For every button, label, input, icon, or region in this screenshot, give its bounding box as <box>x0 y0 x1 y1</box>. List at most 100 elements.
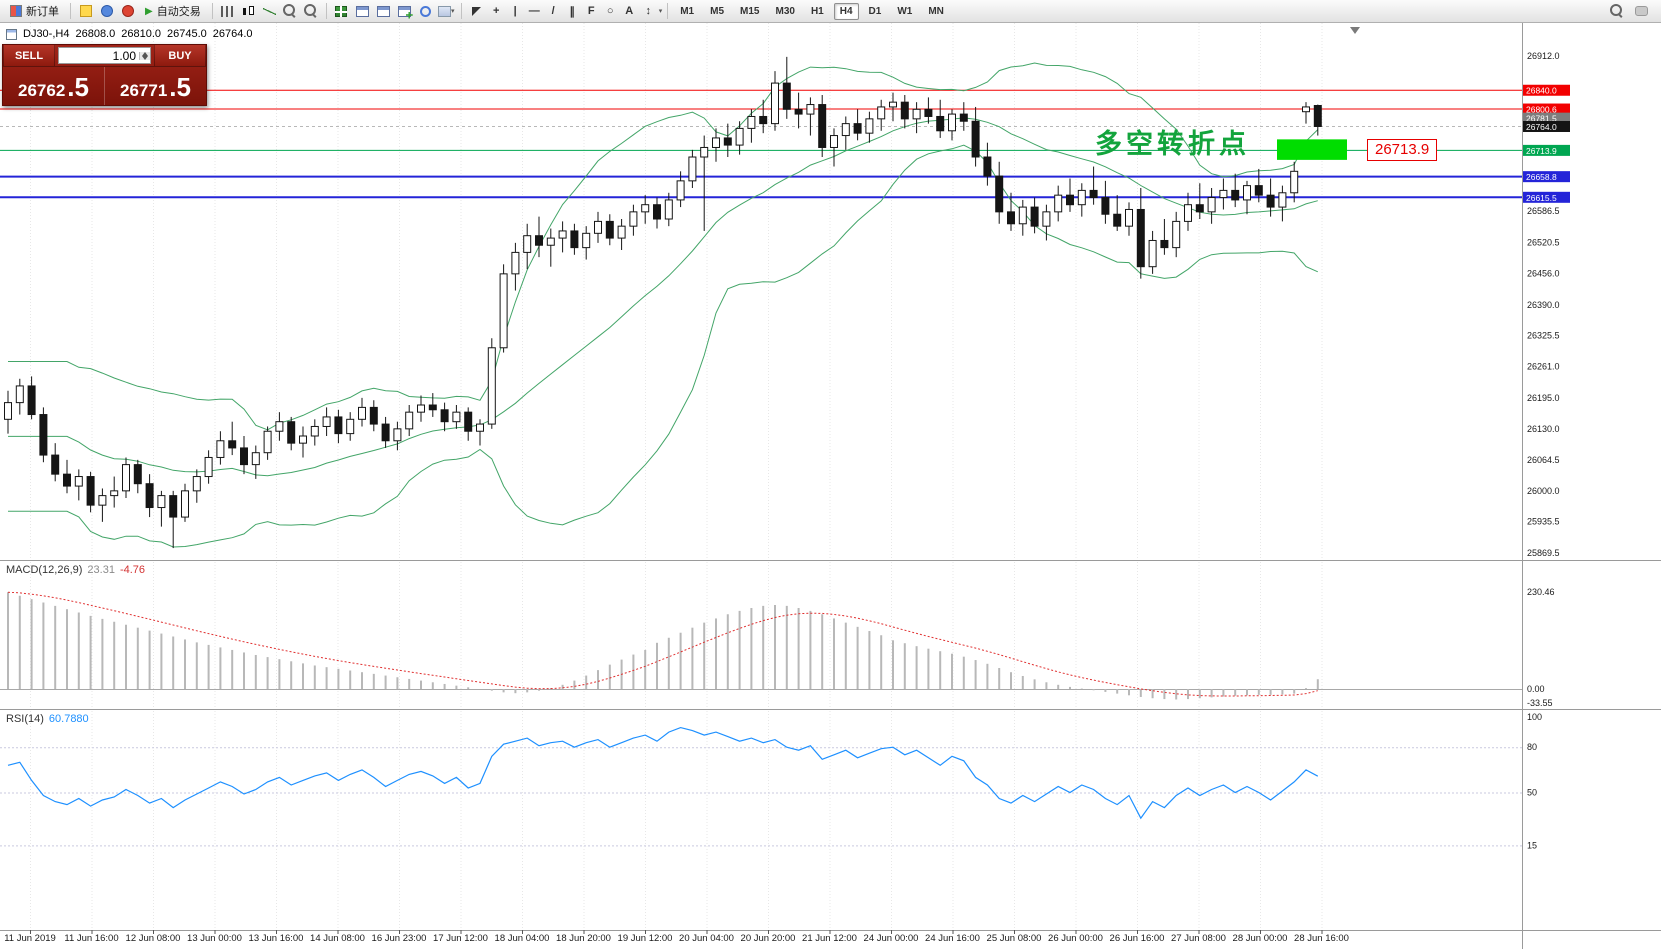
timeframe-h1[interactable]: H1 <box>810 5 824 17</box>
price-callout-label[interactable]: 26713.9 <box>1367 139 1438 161</box>
chart-list-glyph <box>376 5 390 17</box>
candle-body <box>759 115 768 125</box>
timeframe-h4[interactable]: H4 <box>833 2 859 20</box>
timeframe-m1[interactable]: M1 <box>680 5 695 17</box>
candle-body <box>216 440 225 458</box>
chart-list-icon[interactable] <box>374 2 393 21</box>
new-order-button[interactable]: 新订单 <box>4 2 65 21</box>
candle-body <box>653 204 661 220</box>
text-icon[interactable]: A <box>625 5 634 17</box>
price-axis-label: 26390.0 <box>1527 300 1560 310</box>
zoom-out-icon[interactable] <box>302 2 321 21</box>
timeframe-m30[interactable]: M30 <box>775 5 795 17</box>
drawn-rectangle[interactable] <box>1277 139 1347 160</box>
arrows-icon[interactable]: ↕ <box>645 5 651 17</box>
candle-body <box>1243 185 1251 201</box>
candle-body <box>853 123 862 134</box>
price-axis-label: 26912.0 <box>1527 51 1560 61</box>
timeframe-d1[interactable]: D1 <box>868 5 882 17</box>
ellipse-icon[interactable]: ○ <box>606 5 614 17</box>
candle-body <box>133 464 142 485</box>
candle-body <box>1030 206 1039 227</box>
chart-window-icon[interactable] <box>353 2 372 21</box>
tile-windows-icon[interactable] <box>332 2 351 21</box>
line-chart-icon[interactable] <box>260 2 279 21</box>
sell-button[interactable]: SELL <box>3 45 55 66</box>
candle-body <box>830 135 838 148</box>
time-label: 12 Jun 08:00 <box>125 933 181 944</box>
volume-input[interactable] <box>59 48 139 63</box>
timeframe-m15[interactable]: M15 <box>740 5 760 17</box>
candle-body <box>1089 189 1098 199</box>
candle-body <box>287 421 296 444</box>
chart-ohlc-header: DJ30-,H4 26808.0 26810.0 26745.0 26764.0 <box>6 28 253 40</box>
community-icon[interactable] <box>118 2 137 21</box>
chevron-down-icon[interactable]: ▾ <box>658 8 663 15</box>
price-badge <box>1523 191 1570 203</box>
buy-button[interactable]: BUY <box>154 45 206 66</box>
candle-body <box>1184 204 1192 222</box>
timeframe-m5[interactable]: M5 <box>710 5 725 17</box>
sell-price[interactable]: 26762 .5 <box>3 67 104 105</box>
rsi-scale-label: 15 <box>1527 840 1537 850</box>
trendline-icon[interactable]: / <box>551 5 555 17</box>
vertical-line-icon[interactable]: | <box>513 5 517 17</box>
candle-body <box>841 123 850 137</box>
candle-body <box>983 156 992 177</box>
new-chart-icon[interactable] <box>395 2 414 21</box>
volume-increase-button[interactable] <box>140 51 150 56</box>
new-chart-glyph <box>397 5 411 17</box>
toolbar-right-group <box>1607 2 1657 21</box>
cursor-icon[interactable] <box>467 2 486 21</box>
candle-body <box>523 235 532 253</box>
metaeditor-icon[interactable] <box>76 2 95 21</box>
price-axis-label: 25935.5 <box>1527 517 1560 527</box>
time-label: 25 Jun 08:00 <box>986 933 1042 944</box>
volume-decrease-button[interactable] <box>140 55 150 60</box>
candle-body <box>1195 204 1204 213</box>
rsi-scale-label: 50 <box>1527 788 1537 798</box>
templates-icon[interactable]: ▾ <box>437 2 456 21</box>
cycle-icon[interactable] <box>416 2 435 21</box>
chart-shift-marker[interactable] <box>1350 27 1360 34</box>
candle-body <box>157 495 166 509</box>
time-label: 28 Jun 00:00 <box>1232 933 1288 944</box>
candle-body <box>27 385 36 416</box>
candlestick-chart-icon[interactable] <box>239 2 258 21</box>
candle-body <box>936 115 945 132</box>
metaeditor-glyph <box>79 5 92 17</box>
support-icon[interactable] <box>97 2 116 21</box>
autotrading-button[interactable]: ▶ 自动交易 <box>139 2 207 21</box>
volume-field <box>58 47 151 64</box>
crosshair-icon[interactable]: + <box>492 5 500 17</box>
new-order-label: 新订单 <box>26 6 59 18</box>
toolbar-separator <box>460 3 462 19</box>
candle-body <box>1007 211 1015 225</box>
channel-icon[interactable]: ∥ <box>569 5 575 18</box>
candle-body <box>570 230 579 249</box>
chart-annotation-text[interactable]: 多空转折点 <box>1095 129 1250 159</box>
timeframe-mn[interactable]: MN <box>928 5 944 17</box>
macd-histogram <box>7 592 1319 700</box>
rsi-label: RSI(14) 60.7880 <box>6 713 89 725</box>
candle-body <box>782 82 791 110</box>
price-badge-text: 26764.0 <box>1526 122 1557 132</box>
fibonacci-icon[interactable]: F <box>587 5 595 17</box>
search-icon[interactable] <box>1607 2 1626 21</box>
candle-body <box>240 447 248 466</box>
candle-body <box>1290 170 1299 194</box>
buy-price[interactable]: 26771 .5 <box>105 67 206 105</box>
candlestick-glyph <box>242 5 255 17</box>
macd-scale-label: 0.00 <box>1527 684 1545 694</box>
candle-body <box>181 490 189 518</box>
bar-chart-icon[interactable] <box>218 2 237 21</box>
time-axis[interactable]: 11 Jun 2019 11 Jun 16:00 12 Jun 08:00 13 Ju… <box>0 932 1522 949</box>
horizontal-line-icon[interactable]: — <box>528 5 540 17</box>
candle-body <box>924 108 933 117</box>
timeframe-w1[interactable]: W1 <box>897 5 913 17</box>
zoom-in-icon[interactable] <box>281 2 300 21</box>
chat-icon[interactable] <box>1632 2 1651 21</box>
